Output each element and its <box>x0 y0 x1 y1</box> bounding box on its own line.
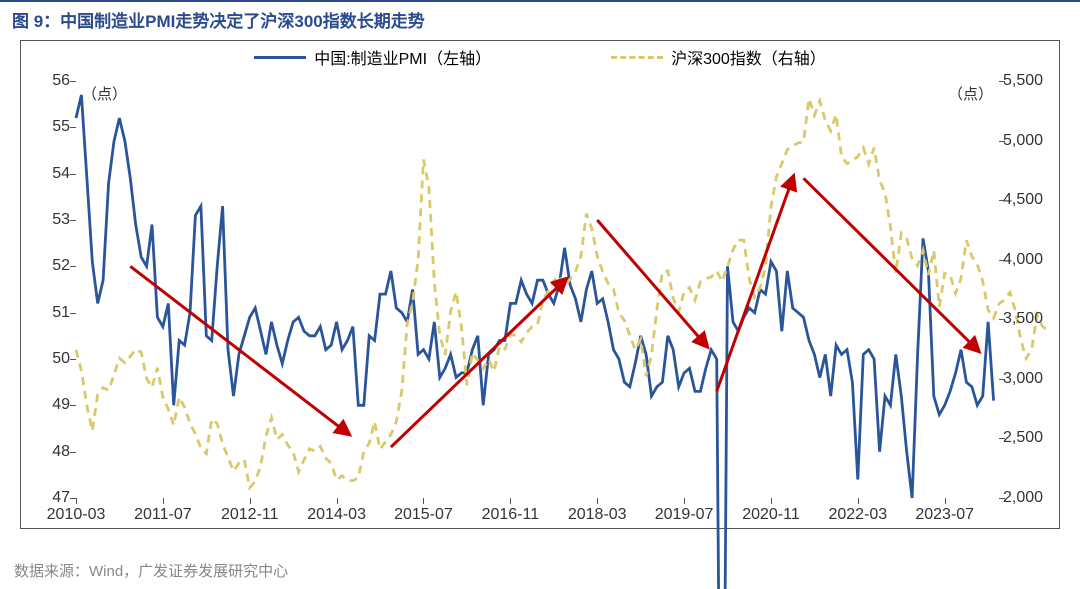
y-right-tick: 5,000 <box>1003 132 1053 150</box>
y-right-tick: 4,000 <box>1003 251 1053 269</box>
x-tick: 2014-03 <box>307 506 366 524</box>
legend-item-pmi: 中国:制造业PMI（左轴） <box>254 45 491 69</box>
x-tick: 2022-03 <box>828 506 887 524</box>
y-left-tick: 55 <box>36 118 70 136</box>
x-tick: 2019-07 <box>655 506 714 524</box>
y-left-tick: 49 <box>36 396 70 414</box>
x-tick: 2016-11 <box>482 506 540 524</box>
y-left-tick: 52 <box>36 257 70 275</box>
chart-area: 中国:制造业PMI（左轴） 沪深300指数（右轴） （点） （点） 474849… <box>20 40 1060 529</box>
chart-title: 图 9：中国制造业PMI走势决定了沪深300指数长期走势 <box>12 7 425 32</box>
trend-arrow <box>804 178 978 349</box>
legend-label-csi: 沪深300指数（右轴） <box>671 45 826 69</box>
y-left-tick: 54 <box>36 165 70 183</box>
trend-arrow <box>391 280 565 447</box>
x-tick: 2011-07 <box>134 506 192 524</box>
y-left-tick: 51 <box>36 304 70 322</box>
x-tick: 2015-07 <box>394 506 453 524</box>
y-right-tick: 2,500 <box>1003 429 1053 447</box>
chart-title-bar: 图 9：中国制造业PMI走势决定了沪深300指数长期走势 <box>0 0 1080 36</box>
legend-swatch-csi <box>611 56 663 59</box>
y-left-tick: 48 <box>36 443 70 461</box>
trend-arrow <box>130 266 347 433</box>
series-csi300 <box>76 99 1048 488</box>
x-tick: 2023-07 <box>915 506 974 524</box>
chart-svg <box>76 81 999 498</box>
chart-legend: 中国:制造业PMI（左轴） 沪深300指数（右轴） <box>21 45 1059 69</box>
y-left-tick: 53 <box>36 211 70 229</box>
y-left-tick: 47 <box>36 489 70 507</box>
y-right-tick: 5,500 <box>1003 72 1053 90</box>
y-right-tick: 3,000 <box>1003 370 1053 388</box>
x-tick: 2012-11 <box>221 506 279 524</box>
trend-arrow <box>597 220 706 345</box>
y-left-tick: 56 <box>36 72 70 90</box>
y-right-tick: 4,500 <box>1003 191 1053 209</box>
x-tick: 2010-03 <box>47 506 106 524</box>
x-tick: 2018-03 <box>568 506 627 524</box>
x-tick: 2020-11 <box>742 506 800 524</box>
plot-region: （点） （点） 47484950515253545556 2,0002,5003… <box>76 81 999 498</box>
legend-item-csi: 沪深300指数（右轴） <box>611 45 826 69</box>
y-left-tick: 50 <box>36 350 70 368</box>
y-right-tick: 2,000 <box>1003 489 1053 507</box>
y-right-tick: 3,500 <box>1003 310 1053 328</box>
legend-swatch-pmi <box>254 56 306 59</box>
legend-label-pmi: 中国:制造业PMI（左轴） <box>314 45 491 69</box>
chart-source: 数据来源：Wind，广发证券发展研究中心 <box>14 560 288 581</box>
